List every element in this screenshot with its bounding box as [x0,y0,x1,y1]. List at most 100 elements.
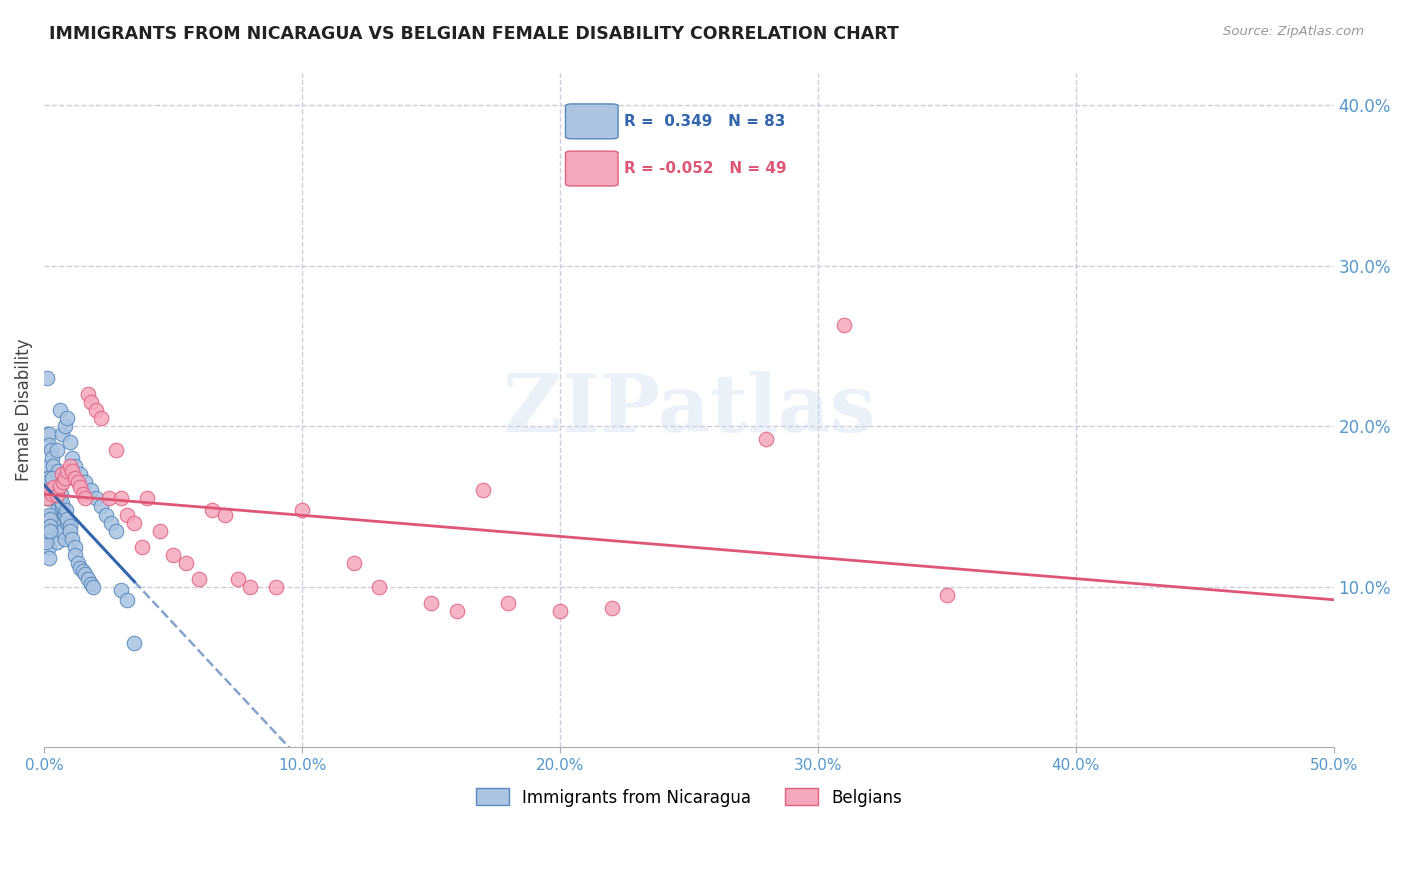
Point [124,636,146,650]
Point [72,564,94,578]
Point [38,518,60,533]
Point [498,596,520,610]
Point [38,427,60,442]
Point [46,443,69,458]
Point [69,560,91,574]
Point [105,443,128,458]
Point [38,438,60,452]
Point [201,502,224,516]
Point [34,532,56,546]
Point [37,459,59,474]
Point [38,486,60,500]
Point [51,500,73,514]
Point [37,480,59,494]
Point [97,491,120,506]
Point [75,475,97,490]
Point [51,427,73,442]
Point [79,395,101,409]
Point [600,600,623,615]
Point [420,596,443,610]
Point [46,534,69,549]
Point [226,572,249,586]
Point [100,516,122,530]
Point [59,524,82,538]
Point [79,576,101,591]
Point [56,512,79,526]
Point [115,508,138,522]
Point [56,411,79,425]
Point [44,470,66,484]
Point [72,486,94,500]
Point [53,532,76,546]
Point [832,318,855,332]
Point [35,491,58,506]
Point [41,451,63,466]
Point [53,470,76,484]
Point [37,491,59,506]
Point [35,491,58,506]
Point [41,491,63,506]
Point [46,464,69,478]
Point [44,480,66,494]
Point [46,483,69,498]
Point [48,403,70,417]
Point [77,572,100,586]
Point [471,483,494,498]
Point [37,475,59,490]
Text: IMMIGRANTS FROM NICARAGUA VS BELGIAN FEMALE DISABILITY CORRELATION CHART: IMMIGRANTS FROM NICARAGUA VS BELGIAN FEM… [49,25,898,43]
Text: Source: ZipAtlas.com: Source: ZipAtlas.com [1223,25,1364,38]
Point [90,500,112,514]
Point [446,604,468,618]
Point [35,532,58,546]
Point [59,459,82,474]
Point [84,491,107,506]
Point [66,475,89,490]
Point [264,580,287,594]
Legend: Immigrants from Nicaragua, Belgians: Immigrants from Nicaragua, Belgians [470,781,908,814]
Point [187,572,209,586]
FancyBboxPatch shape [565,151,619,186]
Point [51,524,73,538]
Point [62,464,84,478]
Point [38,508,60,522]
Point [48,518,70,533]
Point [44,516,66,530]
Point [63,470,86,484]
Point [136,491,159,506]
Point [49,486,72,500]
Point [69,480,91,494]
Point [291,502,314,516]
Point [51,467,73,482]
Point [53,508,76,522]
Point [214,508,236,522]
Point [46,502,69,516]
Point [63,540,86,554]
Point [75,566,97,581]
Point [110,582,132,597]
Point [62,532,84,546]
Point [149,524,172,538]
Point [935,588,957,602]
Point [52,475,75,490]
Point [368,580,391,594]
Point [548,604,571,618]
Point [35,526,58,541]
Point [84,403,107,417]
Point [75,491,97,506]
Point [342,556,364,570]
Point [44,508,66,522]
Point [48,478,70,492]
Point [66,556,89,570]
Point [35,534,58,549]
Point [48,512,70,526]
Point [62,451,84,466]
Point [162,548,184,562]
Point [39,443,62,458]
FancyBboxPatch shape [565,104,619,139]
Point [239,580,262,594]
Point [174,556,197,570]
Text: ZIPatlas: ZIPatlas [503,371,875,450]
Point [69,467,91,482]
Point [79,483,101,498]
Point [37,483,59,498]
